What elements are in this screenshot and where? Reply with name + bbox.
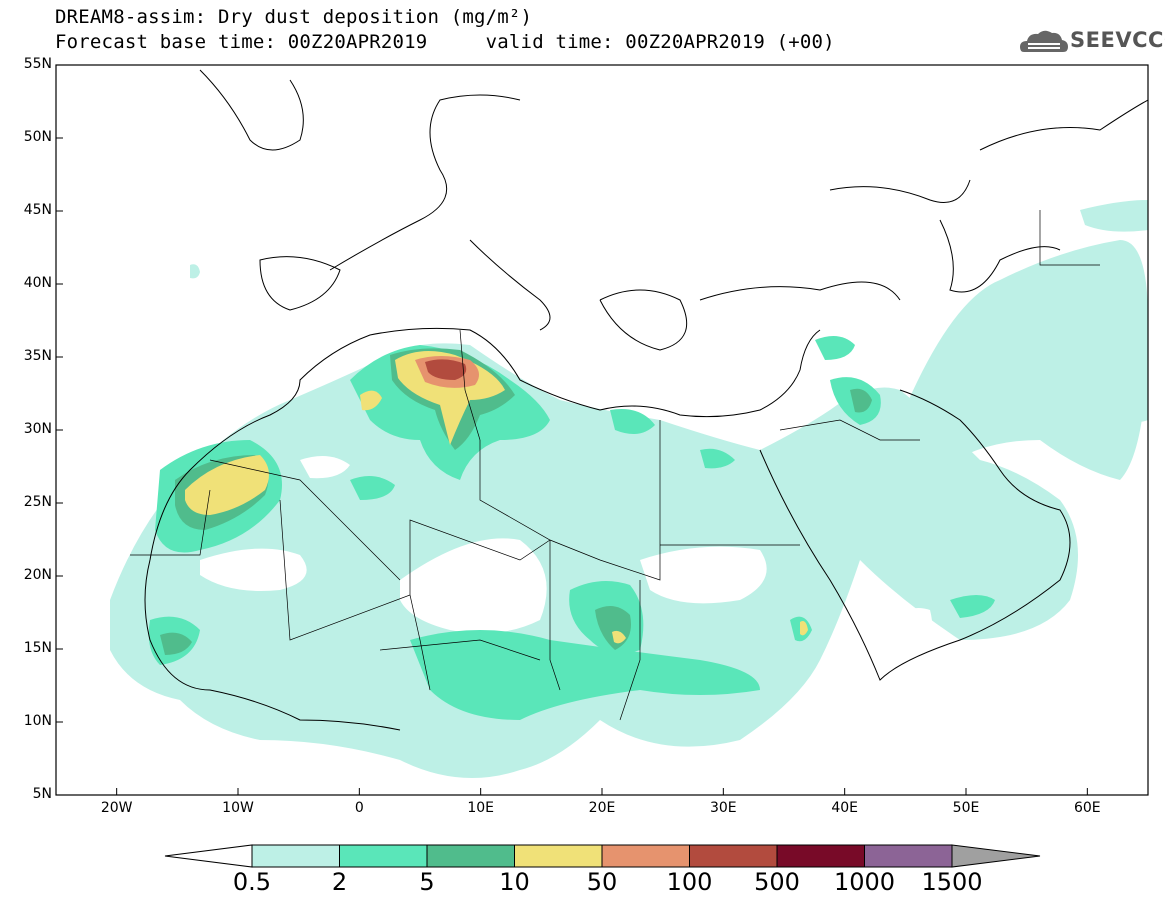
dust-level-100 bbox=[425, 359, 467, 380]
coastlines bbox=[144, 69, 1148, 731]
lon-label: 30E bbox=[709, 800, 737, 816]
lat-label: 5N bbox=[32, 786, 52, 802]
colorbar-label: 1500 bbox=[921, 868, 983, 896]
lon-label: 50E bbox=[952, 800, 980, 816]
lat-label: 10N bbox=[23, 713, 52, 729]
colorbar-label: 1000 bbox=[833, 868, 896, 896]
lat-label: 15N bbox=[23, 640, 52, 656]
dust-level-0.5 bbox=[110, 200, 1148, 778]
cloud-logo-icon bbox=[1020, 30, 1068, 52]
lat-label: 30N bbox=[23, 421, 52, 437]
lat-label: 20N bbox=[23, 567, 52, 583]
colorbar-label: 100 bbox=[666, 868, 713, 896]
colorbar-label: 10 bbox=[499, 868, 530, 896]
colorbar-label: 50 bbox=[586, 868, 618, 896]
forecast-time-line: Forecast base time: 00Z20APR2019 valid t… bbox=[55, 31, 835, 53]
no-dust-gaps bbox=[200, 456, 933, 680]
lat-label: 45N bbox=[23, 202, 52, 218]
lon-label: 60E bbox=[1073, 800, 1101, 816]
lon-label: 0 bbox=[354, 800, 364, 816]
lat-label: 55N bbox=[23, 56, 52, 72]
colorbar-label: 0.5 bbox=[232, 868, 272, 896]
lon-label: 40E bbox=[831, 800, 858, 816]
logo-text: SEEVCCC bbox=[1070, 28, 1165, 52]
lat-label: 35N bbox=[23, 348, 52, 364]
country-borders bbox=[130, 210, 1100, 721]
lat-label: 25N bbox=[23, 494, 52, 510]
colorbar-label: 2 bbox=[331, 868, 348, 896]
lon-label: 10W bbox=[222, 800, 254, 816]
colorbar-label: 5 bbox=[419, 868, 435, 896]
lon-label: 10E bbox=[467, 800, 494, 816]
map-title: DREAM8-assim: Dry dust deposition (mg/m²… bbox=[55, 6, 533, 28]
lat-label: 40N bbox=[23, 275, 52, 291]
lat-label: 50N bbox=[23, 129, 52, 145]
colorbar-label: 500 bbox=[754, 868, 800, 896]
lon-label: 20E bbox=[588, 800, 616, 816]
lon-label: 20W bbox=[100, 800, 133, 816]
